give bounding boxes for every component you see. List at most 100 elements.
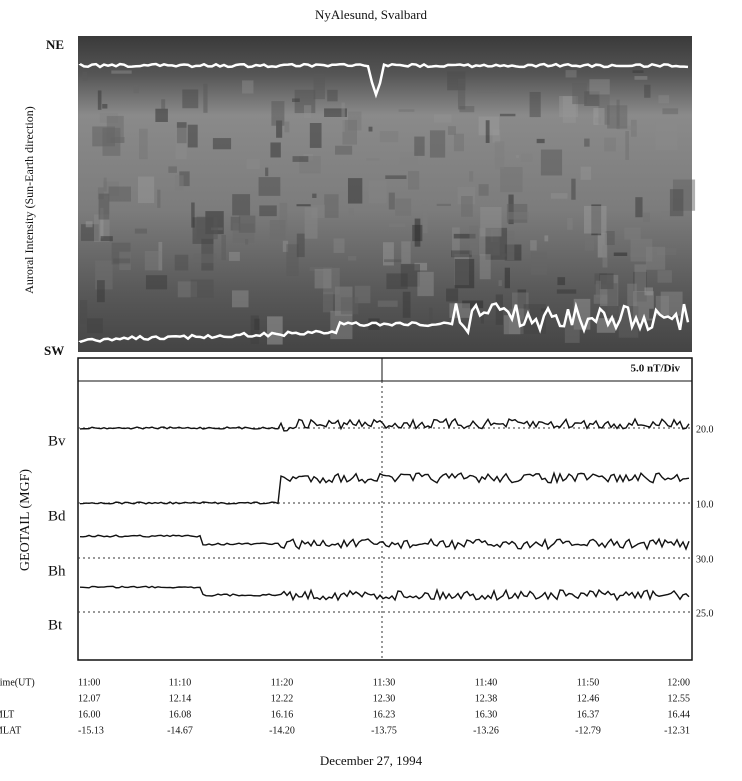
keogram-patch bbox=[536, 138, 545, 144]
time-value: 12.38 bbox=[475, 693, 498, 704]
keogram-patch bbox=[634, 264, 647, 293]
keogram-top-label: NE bbox=[46, 37, 64, 52]
keogram-patch bbox=[322, 291, 333, 313]
keogram-patch bbox=[399, 152, 418, 171]
keogram-patch bbox=[97, 187, 104, 200]
time-value: 16.00 bbox=[78, 709, 101, 720]
keogram-patch bbox=[144, 251, 162, 271]
keogram-patch bbox=[196, 216, 218, 240]
keogram-patch bbox=[661, 211, 670, 221]
trace-name: Bt bbox=[48, 617, 63, 633]
keogram-patch bbox=[580, 166, 592, 180]
keogram-patch bbox=[193, 253, 217, 264]
keogram-patch bbox=[116, 127, 140, 135]
row-label: MLAT bbox=[0, 725, 21, 736]
keogram-patch bbox=[607, 283, 618, 315]
keogram-patch bbox=[572, 83, 587, 105]
keogram-patch bbox=[282, 240, 289, 252]
keogram-patch bbox=[480, 206, 502, 237]
keogram-patch bbox=[279, 202, 288, 233]
keogram-patch bbox=[182, 89, 199, 109]
keogram-patch bbox=[161, 99, 166, 110]
keogram-patch bbox=[190, 279, 214, 298]
time-value: 12.55 bbox=[668, 693, 691, 704]
caption: December 27, 1994 bbox=[320, 753, 423, 768]
keogram-patch bbox=[368, 318, 380, 330]
keogram-patch bbox=[286, 244, 299, 276]
magnetic-trace bbox=[79, 417, 690, 432]
keogram-patch bbox=[269, 220, 286, 240]
keogram-patch bbox=[292, 98, 300, 102]
keogram-patch bbox=[228, 251, 240, 261]
keogram-patch bbox=[494, 141, 505, 170]
keogram-patch bbox=[242, 80, 254, 94]
keogram-patch bbox=[550, 193, 568, 199]
keogram-patch bbox=[457, 78, 466, 110]
keogram-patch bbox=[388, 223, 406, 227]
keogram-patch bbox=[649, 308, 654, 319]
keogram-patch bbox=[271, 101, 285, 126]
time-value: -15.13 bbox=[78, 725, 104, 736]
time-value: 16.37 bbox=[577, 709, 600, 720]
keogram-patch bbox=[414, 262, 428, 271]
keogram-patch bbox=[461, 196, 473, 217]
time-value: 11:40 bbox=[475, 677, 497, 688]
time-value: 16.23 bbox=[373, 709, 396, 720]
keogram-patch bbox=[258, 177, 281, 196]
time-value: -13.75 bbox=[371, 725, 397, 736]
keogram-patch bbox=[453, 233, 476, 239]
keogram-patch bbox=[645, 246, 666, 270]
keogram-patch bbox=[108, 186, 131, 202]
time-value: 12.07 bbox=[78, 693, 101, 704]
keogram-patch bbox=[485, 120, 490, 143]
keogram-patch bbox=[635, 197, 643, 218]
keogram-patch bbox=[655, 122, 678, 151]
keogram-patch bbox=[259, 205, 277, 217]
keogram-patch bbox=[584, 138, 590, 147]
keogram-patch bbox=[434, 114, 452, 123]
magnetometer-frame bbox=[77, 357, 693, 661]
keogram-patch bbox=[335, 145, 353, 155]
keogram-patch bbox=[632, 70, 644, 73]
keogram-patch bbox=[428, 307, 433, 332]
keogram-patch bbox=[385, 175, 407, 180]
keogram-patch bbox=[324, 108, 348, 117]
keogram-patch bbox=[504, 267, 510, 289]
row-label: MLT bbox=[0, 709, 14, 720]
time-value: 11:00 bbox=[78, 677, 100, 688]
keogram-patch bbox=[658, 95, 670, 104]
keogram-patch bbox=[96, 280, 105, 303]
keogram-patch bbox=[313, 73, 325, 100]
keogram-patch bbox=[270, 142, 281, 158]
keogram-patch bbox=[250, 315, 259, 344]
keogram-patch bbox=[327, 89, 338, 102]
keogram-patch bbox=[540, 149, 563, 176]
keogram-patch bbox=[379, 131, 399, 143]
keogram-patch bbox=[232, 194, 251, 216]
keogram-patch bbox=[515, 155, 520, 159]
keogram-patch bbox=[479, 254, 491, 280]
title: NyAlesund, Svalbard bbox=[315, 7, 427, 22]
time-value: 11:20 bbox=[271, 677, 293, 688]
scale-label: 5.0 nT/Div bbox=[630, 363, 680, 375]
keogram-patch bbox=[341, 102, 345, 132]
keogram-patch bbox=[565, 70, 577, 78]
time-value: -13.26 bbox=[473, 725, 499, 736]
keogram-patch bbox=[529, 91, 541, 118]
keogram-patch bbox=[492, 129, 501, 143]
keogram-patch bbox=[498, 280, 502, 286]
keogram-patch bbox=[593, 294, 608, 304]
keogram-patch bbox=[212, 138, 232, 150]
keogram-patch bbox=[607, 105, 628, 129]
keogram-patch bbox=[595, 280, 602, 298]
keogram-patch bbox=[368, 126, 373, 132]
keogram-patch bbox=[453, 133, 464, 152]
keogram-patch bbox=[613, 252, 628, 256]
keogram-patch bbox=[657, 270, 672, 283]
keogram-patch bbox=[642, 212, 650, 223]
keogram-patch bbox=[100, 207, 104, 239]
keogram-patch bbox=[304, 207, 318, 239]
keogram-patch bbox=[459, 106, 475, 113]
keogram-patch bbox=[348, 256, 357, 261]
keogram-patch bbox=[500, 167, 523, 193]
